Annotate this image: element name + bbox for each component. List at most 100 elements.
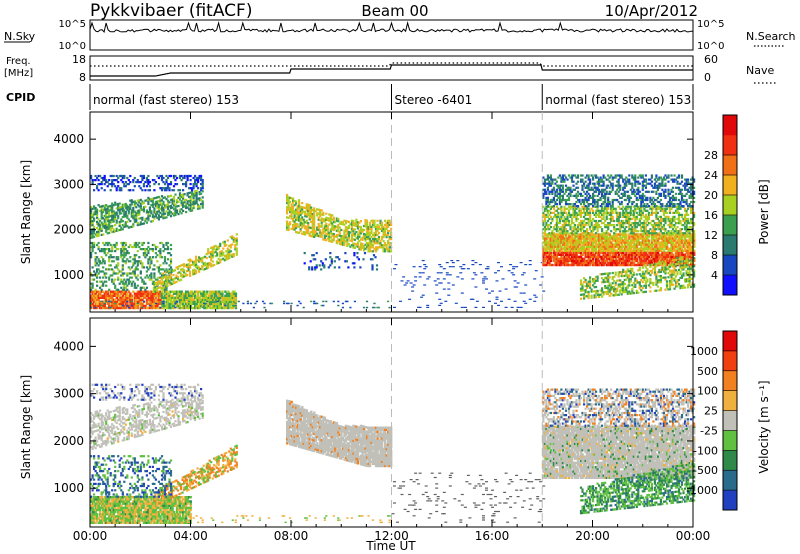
heatmap-cell — [111, 179, 114, 182]
heatmap-cell — [542, 249, 545, 252]
heatmap-cell — [189, 205, 192, 208]
heatmap-cell — [679, 261, 682, 265]
heatmap-cell — [474, 286, 478, 288]
heatmap-cell — [120, 206, 123, 209]
heatmap-cell — [159, 174, 162, 178]
heatmap-cell — [115, 227, 118, 230]
heatmap-cell — [169, 266, 173, 269]
heatmap-cell — [685, 251, 688, 254]
heatmap-cell — [687, 263, 690, 267]
heatmap-cell — [93, 219, 96, 222]
heatmap-cell — [589, 257, 592, 261]
heatmap-cell — [103, 243, 106, 247]
heatmap-cell — [592, 245, 595, 248]
heatmap-cell — [112, 228, 115, 231]
heatmap-cell — [629, 243, 633, 246]
heatmap-cell — [121, 282, 124, 285]
heatmap-cell — [315, 252, 318, 255]
heatmap-cell — [655, 259, 658, 263]
heatmap-cell — [120, 250, 123, 253]
heatmap-cell — [375, 268, 379, 271]
heatmap-cell — [646, 247, 649, 250]
heatmap-cell — [564, 230, 568, 233]
heatmap-cell — [665, 247, 669, 250]
heatmap-cell — [161, 272, 165, 275]
heatmap-cell — [293, 214, 296, 217]
heatmap-cell — [598, 243, 601, 246]
heatmap-cell — [349, 223, 352, 226]
heatmap-cell — [554, 239, 557, 242]
heatmap-cell — [343, 242, 346, 245]
heatmap-cell — [602, 255, 605, 259]
heatmap-cell — [111, 290, 114, 293]
heatmap-cell — [561, 235, 565, 238]
heatmap-cell — [126, 292, 129, 295]
heatmap-cell — [126, 272, 129, 275]
heatmap-cell — [292, 220, 295, 223]
heatmap-cell — [367, 229, 370, 233]
heatmap-cell — [685, 245, 688, 248]
heatmap-cell — [124, 206, 127, 210]
heatmap-cell — [106, 215, 109, 219]
heatmap-cell — [573, 237, 577, 240]
heatmap-cell — [111, 218, 114, 221]
heatmap-cell — [587, 259, 590, 263]
heatmap-cell — [560, 230, 563, 233]
heatmap-cell — [172, 195, 176, 199]
heatmap-cell — [124, 252, 127, 255]
heatmap-cell — [115, 229, 118, 232]
heatmap-cell — [412, 284, 416, 286]
heatmap-cell — [611, 257, 614, 261]
heatmap-cell — [97, 224, 100, 227]
heatmap-cell — [387, 221, 390, 224]
heatmap-cell — [563, 217, 566, 221]
heatmap-cell — [304, 213, 307, 216]
heatmap-cell — [385, 244, 388, 247]
heatmap-cell — [219, 302, 222, 306]
heatmap-cell — [139, 181, 142, 184]
heatmap-cell — [154, 306, 158, 310]
heatmap-cell — [619, 255, 622, 259]
heatmap-cell — [144, 294, 147, 297]
heatmap-cell — [362, 247, 366, 250]
heatmap-cell — [662, 245, 666, 248]
heatmap-cell — [665, 259, 669, 263]
heatmap-cell — [557, 233, 560, 236]
heatmap-cell — [676, 247, 679, 250]
heatmap-cell — [195, 261, 198, 264]
heatmap-cell — [172, 208, 176, 211]
heatmap-cell — [542, 213, 545, 216]
heatmap-cell — [186, 300, 189, 304]
heatmap-cell — [102, 209, 105, 212]
heatmap-cell — [108, 294, 111, 297]
heatmap-cell — [616, 215, 619, 218]
heatmap-cell — [602, 247, 605, 250]
heatmap-cell — [662, 255, 666, 259]
heatmap-cell — [653, 249, 657, 252]
heatmap-cell — [682, 233, 685, 236]
heatmap-cell — [563, 237, 566, 240]
heatmap-cell — [123, 260, 126, 263]
heatmap-cell — [311, 266, 314, 269]
heatmap-cell — [102, 302, 105, 306]
heatmap-cell — [693, 245, 696, 248]
heatmap-cell — [195, 195, 198, 199]
heatmap-cell — [563, 205, 566, 208]
heatmap-cell — [120, 220, 123, 223]
heatmap-cell — [595, 219, 598, 223]
heatmap-cell — [668, 257, 672, 261]
heatmap-cell — [152, 280, 155, 283]
heatmap-cell — [312, 258, 315, 261]
heatmap-cell — [670, 251, 673, 254]
heatmap-cell — [151, 250, 154, 253]
heatmap-cell — [543, 215, 546, 218]
heatmap-cell — [159, 197, 162, 200]
heatmap-cell — [100, 211, 103, 214]
heatmap-cell — [662, 257, 666, 261]
heatmap-cell — [653, 241, 657, 244]
heatmap-cell — [127, 179, 130, 182]
heatmap-cell — [176, 267, 180, 271]
heatmap-cell — [659, 247, 663, 250]
heatmap-cell — [688, 239, 691, 242]
heatmap-cell — [111, 212, 114, 215]
